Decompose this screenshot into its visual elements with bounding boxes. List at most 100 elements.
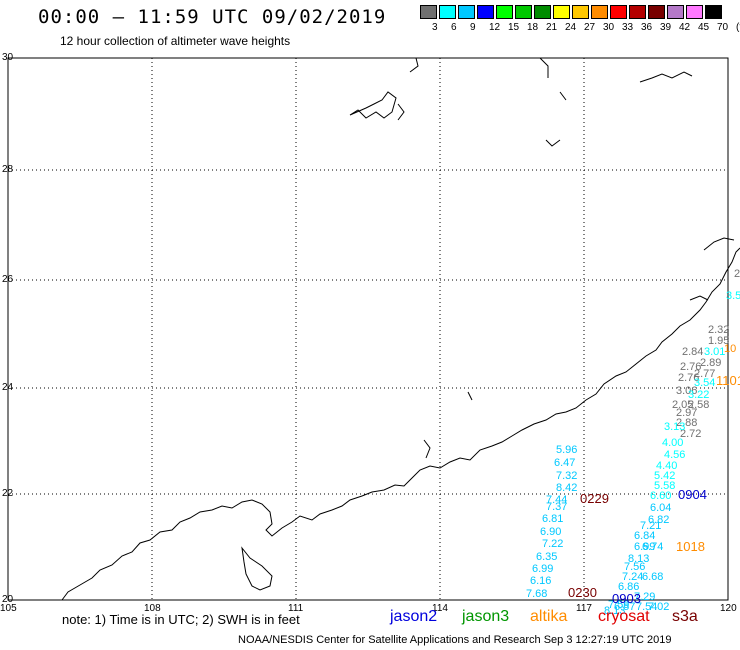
- wave-height-label: 6.04: [650, 502, 671, 514]
- wave-height-label: 6.82: [648, 514, 669, 526]
- color-swatch: [667, 5, 684, 19]
- color-scale-label: 27: [584, 22, 596, 33]
- longitude-label: 105: [0, 603, 17, 614]
- color-swatch: [439, 5, 456, 19]
- color-swatch: [515, 5, 532, 19]
- wave-height-label: 6.60: [650, 490, 671, 502]
- wave-height-label: 4.56: [664, 449, 685, 461]
- latitude-label: 26: [2, 274, 14, 285]
- color-scale-label: 6: [451, 22, 457, 33]
- latitude-label: 22: [2, 488, 14, 499]
- wave-height-label: 7.22: [542, 538, 563, 550]
- wave-height-label: 2.58: [688, 399, 709, 411]
- wave-height-label: 1101: [716, 373, 740, 388]
- map-title: 00:00 – 11:59 UTC 09/02/2019: [38, 6, 387, 28]
- wave-height-label: 7.44: [546, 494, 567, 506]
- wave-height-label: 6.74: [642, 541, 663, 553]
- wave-height-label: 0229: [580, 491, 609, 506]
- coastline: [61, 57, 740, 601]
- wave-height-label: 4.00: [662, 437, 683, 449]
- wave-height-label: 6.90: [540, 526, 561, 538]
- color-scale-label: 33: [622, 22, 634, 33]
- wave-height-label: 2.89: [700, 357, 721, 369]
- footer-note: note: 1) Time is in UTC; 2) SWH is in fe…: [62, 612, 300, 627]
- wave-height-label: 2.72: [680, 428, 701, 440]
- color-scale-label: 21: [546, 22, 558, 33]
- wave-height-label: 7.68: [526, 588, 547, 600]
- wave-height-label: 7.59: [608, 599, 629, 611]
- color-scale-label: 42: [679, 22, 691, 33]
- altimeter-track-labels: 5.966.477.328.427.447.376.816.907.226.35…: [526, 268, 740, 617]
- satellite-legend-altika: altika: [530, 608, 568, 625]
- wave-height-label: 3.54: [694, 377, 715, 389]
- color-scale-label: (ft): [736, 22, 740, 33]
- wave-height-label: 2.97: [676, 407, 697, 419]
- color-swatch: [420, 5, 437, 19]
- longitude-label: 111: [288, 603, 304, 614]
- color-swatch: [553, 5, 570, 19]
- color-swatch: [458, 5, 475, 19]
- wave-height-label: 2.76: [680, 361, 701, 373]
- latitude-label: 28: [2, 164, 14, 175]
- latitude-label: 24: [2, 382, 14, 393]
- wave-height-label: 2.77: [694, 368, 715, 380]
- wave-height-label: 5.96: [556, 444, 577, 456]
- wave-height-label: 4.40: [656, 460, 677, 472]
- satellite-legend-jason2: jason2: [390, 608, 438, 625]
- wave-height-label: 10: [724, 343, 736, 355]
- color-swatch: [686, 5, 703, 19]
- color-scale-label: 9: [470, 22, 476, 33]
- color-scale-label: 36: [641, 22, 653, 33]
- credit-line: NOAA/NESDIS Center for Satellite Applica…: [238, 634, 672, 646]
- wave-height-label: 6.35: [536, 551, 557, 563]
- satellite-legend-jason3: jason3: [462, 608, 510, 625]
- wave-height-label: 7.21: [640, 520, 661, 532]
- color-scale-label: 30: [603, 22, 615, 33]
- wave-height-label: 2.76: [678, 372, 699, 384]
- wave-height-label: 7.32: [556, 470, 577, 482]
- wave-height-label: 2.84: [682, 346, 703, 358]
- color-swatch: [572, 5, 589, 19]
- satellite-legend-cryosat: cryosat: [598, 608, 650, 625]
- longitude-label: 120: [720, 603, 737, 614]
- color-scale-label: 3: [432, 22, 438, 33]
- color-swatch: [705, 5, 722, 19]
- color-scale-label: 39: [660, 22, 672, 33]
- wave-height-label: 7.37: [546, 501, 567, 513]
- wave-height-label: 0230: [568, 585, 597, 600]
- wave-height-label: 6.99: [634, 541, 655, 553]
- wave-height-label: 7.24: [622, 571, 643, 583]
- coastline-taiwan-island-fragments: [423, 237, 735, 459]
- color-swatch: [629, 5, 646, 19]
- wave-height-label: 0903: [612, 591, 641, 606]
- color-swatch: [496, 5, 513, 19]
- wave-height-label: 5.42: [654, 470, 675, 482]
- wave-height-label: 6.47: [554, 457, 575, 469]
- wave-height-label: 6.68: [642, 571, 663, 583]
- color-swatch: [534, 5, 551, 19]
- wave-height-label: 2.05: [672, 399, 693, 411]
- wave-height-label: 3.13: [664, 421, 685, 433]
- wave-height-label: 8.13: [628, 553, 649, 565]
- wave-height-label: 7.54: [636, 601, 657, 613]
- wave-height-label: 8.42: [556, 482, 577, 494]
- longitude-label: 108: [144, 603, 161, 614]
- wave-height-label: 2.88: [676, 417, 697, 429]
- wave-height-label: 3.22: [688, 389, 709, 401]
- wave-height-label: 1018: [676, 539, 705, 554]
- coastline-inland-lakes: [349, 57, 693, 147]
- wave-height-label: 8.13: [604, 605, 625, 617]
- latitude-label: 30: [2, 52, 14, 63]
- wave-height-label: 6.99: [532, 563, 553, 575]
- wave-height-label: 6.84: [634, 530, 655, 542]
- wave-height-label: 3.5: [726, 290, 740, 302]
- color-scale-label: 18: [527, 22, 539, 33]
- coastline-hainan-peninsula: [241, 546, 273, 591]
- color-scale-label: 45: [698, 22, 710, 33]
- wave-height-label: 7.02: [648, 601, 669, 613]
- wave-height-label: 7.29: [634, 591, 655, 603]
- color-scale-label: 24: [565, 22, 577, 33]
- longitude-label: 114: [432, 603, 448, 614]
- coastline-mainland: [61, 247, 740, 601]
- color-scale-label: 70: [717, 22, 729, 33]
